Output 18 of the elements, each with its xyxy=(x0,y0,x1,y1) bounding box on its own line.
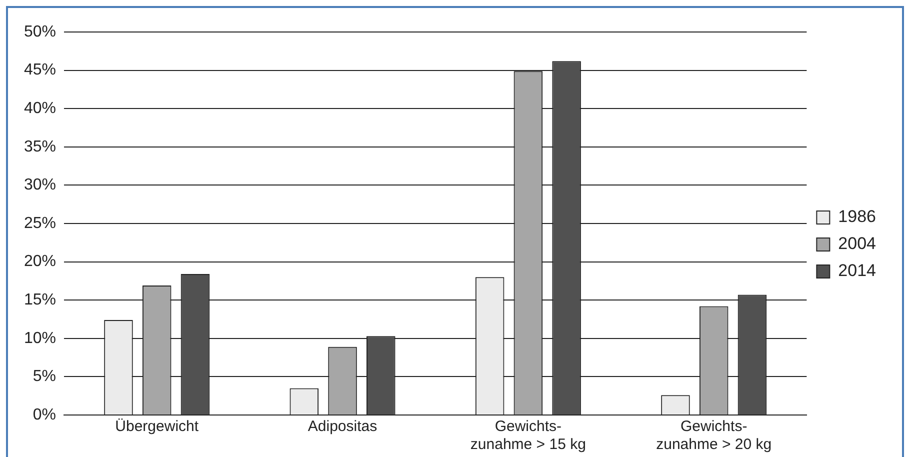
y-tick-label: 20% xyxy=(24,253,56,270)
y-tick-label: 0% xyxy=(32,406,56,424)
y-tick-label: 45% xyxy=(24,62,56,79)
y-tick-label: 25% xyxy=(24,214,56,232)
y-tick-label: 10% xyxy=(24,330,56,347)
y-tick-label: 5% xyxy=(32,368,56,386)
y-tick-label: 35% xyxy=(24,138,56,156)
x-tick-label: Gewichts- zunahme > 20 kg xyxy=(656,418,772,454)
y-tick-label: 30% xyxy=(24,176,56,194)
x-tick-label: Adipositas xyxy=(308,418,378,436)
y-tick-label: 15% xyxy=(24,292,56,309)
y-tick-label: 50% xyxy=(24,23,56,40)
x-tick-label: Übergewicht xyxy=(115,418,200,436)
legend-label: 1986 xyxy=(838,207,876,226)
x-tick-label: Gewichts- zunahme > 15 kg xyxy=(470,418,586,454)
legend-label: 2004 xyxy=(838,234,876,254)
legend-label: 2014 xyxy=(838,261,876,280)
y-tick-label: 40% xyxy=(24,100,56,118)
